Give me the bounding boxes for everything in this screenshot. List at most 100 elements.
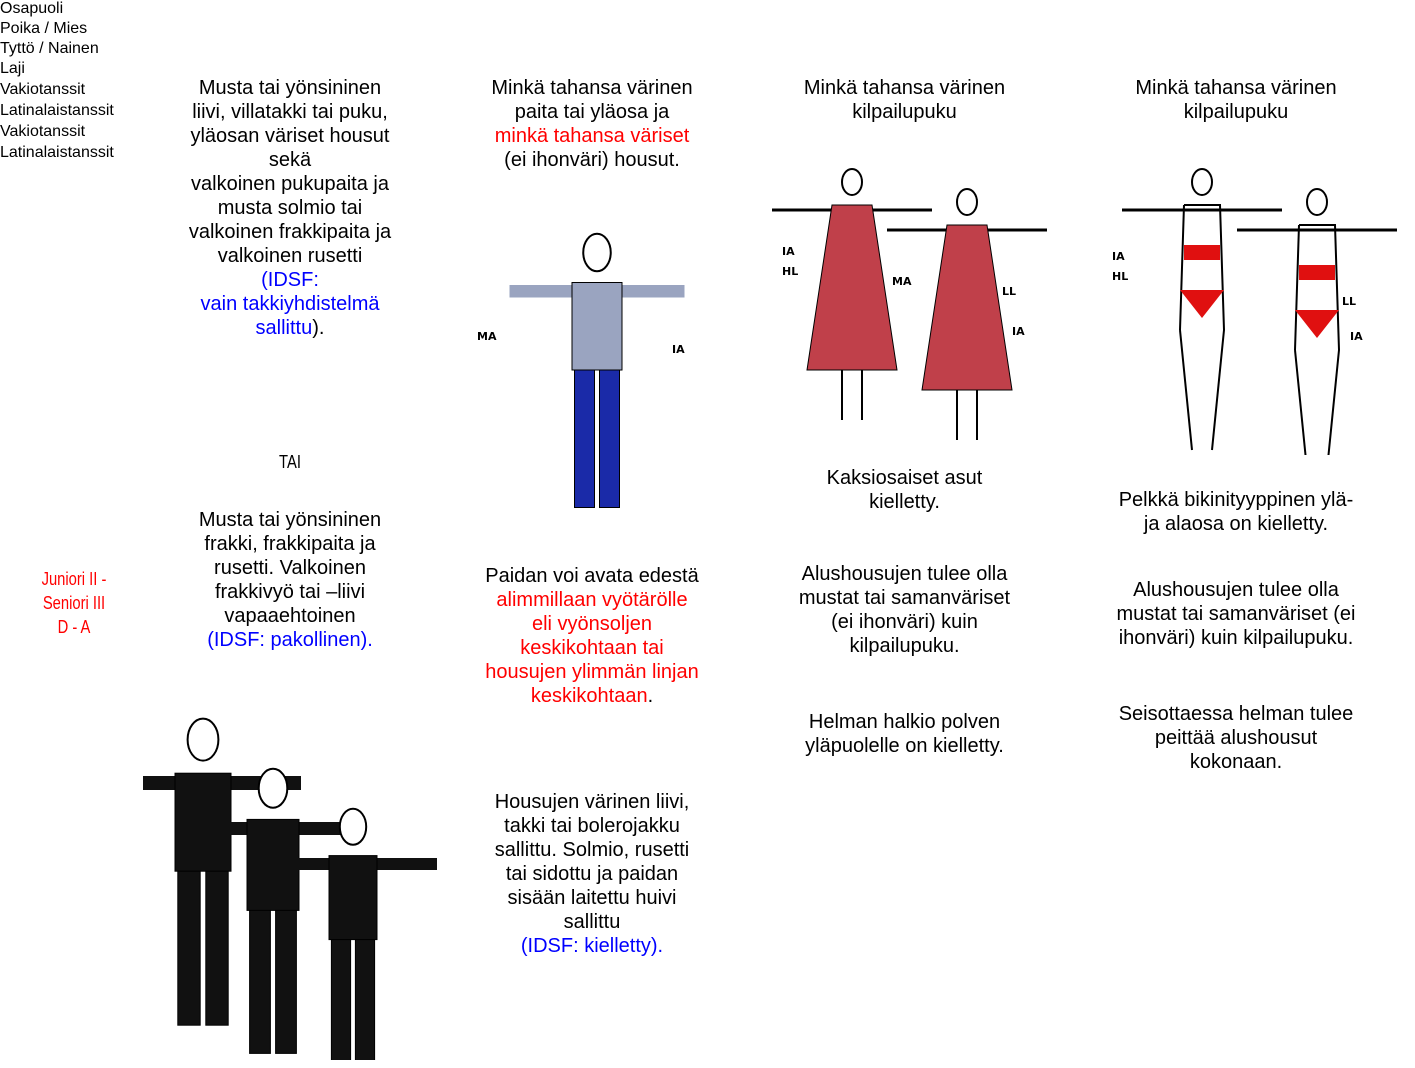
text-line: alimmillaan vyötärölle — [442, 588, 742, 612]
text-block: Alushousujen tulee olla mustat tai samanv… — [742, 562, 1067, 658]
illustration: MA IA — [477, 232, 685, 508]
figure-label: IA — [1112, 250, 1125, 263]
text-line: Seniori III — [22, 591, 127, 615]
text-run: kilpailupuku. — [849, 635, 960, 657]
text-run: sekä — [268, 149, 312, 171]
figure-shape — [1294, 224, 1341, 455]
figure-shape — [806, 204, 898, 371]
text-run: kilpailupuku — [1183, 101, 1289, 123]
illustration: IA HL LL IA — [1112, 168, 1397, 455]
text-run: Pelkkä bikinityyppinen ylä- — [1118, 489, 1354, 511]
text-line: Minkä tahansa värinen — [742, 76, 1067, 100]
text-line: (IDSF: kielletty). — [442, 934, 742, 958]
text-line: Alushousujen tulee olla — [742, 562, 1067, 586]
text-run: musta solmio tai — [217, 197, 363, 219]
text-block: Helman halkio polven yläpuolelle on kiell… — [742, 710, 1067, 758]
text-line: kilpailupuku — [742, 100, 1067, 124]
text-line: sekä — [138, 148, 442, 172]
text-run: mustat tai samanväriset (ei — [1116, 603, 1356, 625]
text-block: Juniori II - Seniori III D - A — [22, 567, 127, 639]
text-line: ihonväri) kuin kilpailupuku. — [1067, 626, 1405, 650]
figure-shape — [249, 909, 271, 1054]
text-run: frakkivyö tai –liivi — [214, 581, 366, 603]
text-line: mustat tai samanväriset — [742, 586, 1067, 610]
text-run: (IDSF: — [261, 269, 319, 291]
text-line: D - A — [22, 615, 127, 639]
figure-shape — [186, 717, 220, 762]
text-line: (IDSF: pakollinen). — [138, 628, 442, 652]
text-block: Musta tai yönsininen frakki, frakkipaita … — [138, 508, 442, 652]
text-line: vapaaehtoinen — [138, 604, 442, 628]
text-run: kielletty. — [869, 491, 940, 513]
text-line: (ei ihonväri) kuin — [742, 610, 1067, 634]
text-line: kokonaan. — [1067, 750, 1405, 774]
text-run: tai sidottu ja paidan — [505, 863, 679, 885]
header-cell: Latinalaistanssit — [0, 144, 114, 161]
text-run: rusetti. Valkoinen — [214, 557, 366, 579]
figure-shape — [1184, 245, 1220, 260]
figure-shape — [338, 807, 368, 846]
figure-shape — [328, 855, 378, 941]
text-line: kielletty. — [742, 490, 1067, 514]
text-line: takki tai bolerojakku — [442, 814, 742, 838]
text-run: ). — [312, 317, 325, 339]
text-line: Helman halkio polven — [742, 710, 1067, 734]
text-line: Minkä tahansa värinen — [1067, 76, 1405, 100]
figure-shape — [330, 939, 352, 1060]
text-run: yläosan väriset housut — [190, 125, 390, 147]
text-run: ihonväri) kuin kilpailupuku. — [1118, 627, 1354, 649]
text-line: sallittu). — [138, 316, 442, 340]
text-run: TAI — [279, 452, 301, 472]
figure-shape — [1180, 290, 1224, 318]
text-run: mustat tai samanväriset — [798, 587, 1011, 609]
text-line: musta solmio tai — [138, 196, 442, 220]
text-run: (ei ihonväri) housut. — [504, 149, 680, 171]
text-run: eli vyönsoljen — [531, 613, 653, 635]
figure-shape — [1295, 310, 1339, 338]
text-line: valkoinen frakkipaita ja — [138, 220, 442, 244]
text-run: sallittu. Solmio, rusetti — [494, 839, 690, 861]
figure-shape — [574, 369, 595, 508]
illustration: IA HL MA LL IA — [772, 168, 1047, 440]
text-run: Minkä tahansa värinen — [1135, 77, 1337, 99]
text-line: valkoinen rusetti — [138, 244, 442, 268]
text-run: (ei ihonväri) kuin — [831, 611, 978, 633]
text-line: (IDSF: — [138, 268, 442, 292]
text-run: valkoinen rusetti — [217, 245, 363, 267]
text-block: Seisottaessa helman tulee peittää alushou… — [1067, 702, 1405, 774]
text-line: vain takkiyhdistelmä — [138, 292, 442, 316]
figure-shape — [599, 369, 620, 508]
text-line: Alushousujen tulee olla — [1067, 578, 1405, 602]
text-run: (IDSF: pakollinen). — [207, 629, 373, 651]
text-run: alimmillaan vyötärölle — [496, 589, 688, 611]
text-run: Minkä tahansa värinen — [491, 77, 693, 99]
text-run: Alushousujen tulee olla — [801, 563, 1008, 585]
figure-shape — [1299, 265, 1335, 280]
figure-shape — [1306, 188, 1328, 216]
figure-shape — [354, 939, 376, 1060]
header-cell: Osapuoli — [0, 0, 64, 17]
text-line: mustat tai samanväriset (ei — [1067, 602, 1405, 626]
text-run: yläpuolelle on kielletty. — [805, 735, 1004, 757]
figure-shape — [841, 168, 863, 196]
text-line: sisään laitettu huivi — [442, 886, 742, 910]
text-line: ja alaosa on kielletty. — [1067, 512, 1405, 536]
figure-shape — [1191, 168, 1213, 196]
text-run: Alushousujen tulee olla — [1133, 579, 1339, 601]
text-line: Kaksiosaiset asut — [742, 466, 1067, 490]
text-run: minkä tahansa väriset — [494, 125, 690, 147]
text-line: Musta tai yönsininen — [138, 76, 442, 100]
text-line: Minkä tahansa värinen — [442, 76, 742, 100]
text-run: (IDSF: kielletty). — [520, 935, 664, 957]
figure-label: IA — [1350, 330, 1363, 343]
text-run: Juniori II - — [41, 569, 107, 589]
text-line: housujen ylimmän linjan — [442, 660, 742, 684]
text-run: housujen ylimmän linjan — [485, 661, 699, 683]
text-block: Musta tai yönsininen liivi, villatakki ta… — [138, 76, 442, 340]
text-run: peittää alushousut — [1154, 727, 1318, 749]
text-line: kilpailupuku — [1067, 100, 1405, 124]
figure-shape — [177, 870, 201, 1026]
figure-shape — [275, 909, 297, 1054]
figure-label: IA — [1012, 325, 1025, 338]
